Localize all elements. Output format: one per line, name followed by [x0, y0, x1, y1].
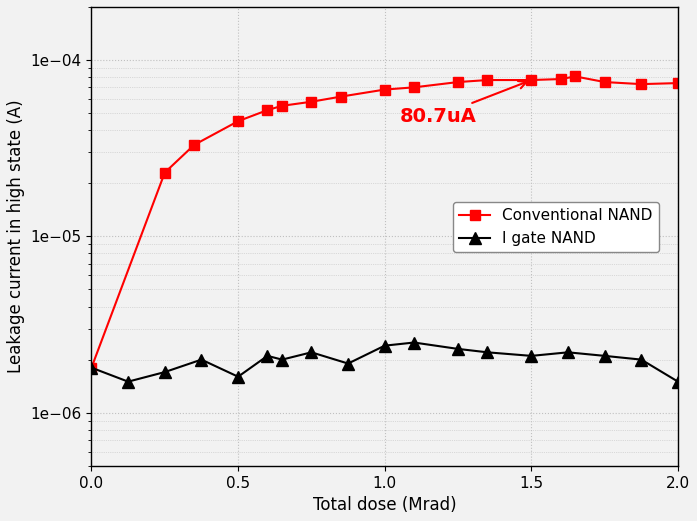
I gate NAND: [263, 353, 272, 359]
I gate NAND: [124, 379, 132, 385]
I gate NAND: [197, 356, 206, 363]
I gate NAND: [674, 379, 682, 385]
Y-axis label: Leakage current in high state (A): Leakage current in high state (A): [7, 100, 25, 373]
Conventional NAND: [381, 86, 389, 93]
Conventional NAND: [637, 81, 645, 87]
Line: I gate NAND: I gate NAND: [86, 337, 684, 387]
I gate NAND: [601, 353, 609, 359]
I gate NAND: [637, 356, 645, 363]
I gate NAND: [381, 342, 389, 349]
I gate NAND: [278, 356, 286, 363]
I gate NAND: [160, 369, 169, 375]
I gate NAND: [483, 349, 491, 355]
I gate NAND: [410, 339, 418, 345]
Conventional NAND: [278, 103, 286, 109]
Conventional NAND: [337, 93, 345, 100]
Conventional NAND: [87, 365, 95, 371]
I gate NAND: [234, 374, 243, 380]
Conventional NAND: [674, 80, 682, 86]
Conventional NAND: [263, 107, 272, 113]
I gate NAND: [564, 349, 572, 355]
I gate NAND: [454, 346, 462, 352]
Conventional NAND: [190, 142, 198, 148]
Conventional NAND: [234, 118, 243, 125]
Conventional NAND: [160, 169, 169, 176]
Conventional NAND: [454, 79, 462, 85]
I gate NAND: [307, 349, 316, 355]
I gate NAND: [87, 365, 95, 371]
Line: Conventional NAND: Conventional NAND: [86, 71, 683, 373]
I gate NAND: [527, 353, 535, 359]
Conventional NAND: [527, 77, 535, 83]
Conventional NAND: [410, 84, 418, 91]
Conventional NAND: [571, 73, 579, 80]
Conventional NAND: [601, 79, 609, 85]
I gate NAND: [344, 361, 352, 367]
X-axis label: Total dose (Mrad): Total dose (Mrad): [313, 496, 457, 514]
Legend: Conventional NAND, I gate NAND: Conventional NAND, I gate NAND: [453, 202, 659, 252]
Text: 80.7uA: 80.7uA: [399, 81, 527, 126]
Conventional NAND: [483, 77, 491, 83]
Conventional NAND: [556, 76, 565, 82]
Conventional NAND: [307, 98, 316, 105]
